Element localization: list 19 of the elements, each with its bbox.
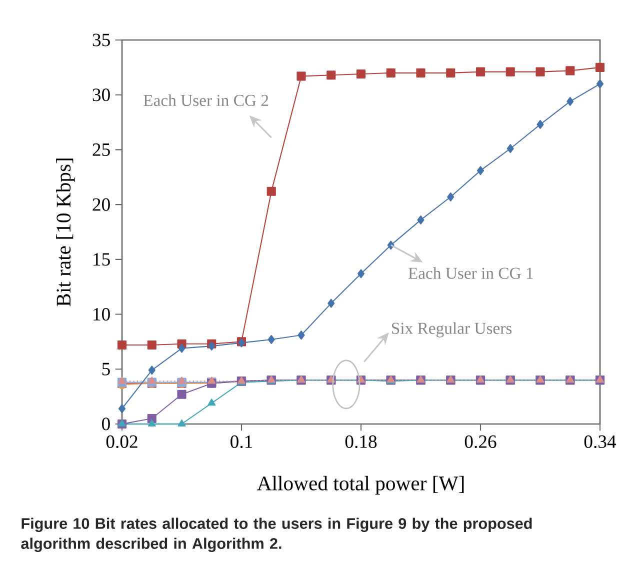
y-tick-label: 15 xyxy=(94,253,110,266)
annotation: Each User in CG 2 xyxy=(144,94,268,106)
y-tick-label: 10 xyxy=(94,308,110,321)
x-tick-label: 0.02 xyxy=(106,435,138,448)
y-tick-label: 25 xyxy=(92,143,110,156)
x-tick-label: 0.34 xyxy=(584,435,616,448)
y-tick-label: 20 xyxy=(92,198,110,211)
x-axis-title: Allowed total power [W] xyxy=(257,476,464,495)
annotation: Six Regular Users xyxy=(392,322,512,338)
caption: Figure 10 Bit rates allocated to the users in Figure 9 by the proposed algorithm described in Algorithm 2. xyxy=(21,518,532,552)
y-tick-label: 30 xyxy=(92,88,110,102)
y-tick-label: 35 xyxy=(92,34,110,46)
y-tick-label: 5 xyxy=(102,362,110,376)
annotation: Each User in CG 1 xyxy=(408,267,533,279)
x-tick-label: 0.26 xyxy=(464,435,496,448)
x-tick-label: 0.18 xyxy=(345,435,377,448)
y-axis-title: Bit rate [10 Kbps] xyxy=(56,158,75,306)
y-tick-label: 0 xyxy=(102,418,110,430)
x-tick-label: 0.1 xyxy=(230,435,252,448)
